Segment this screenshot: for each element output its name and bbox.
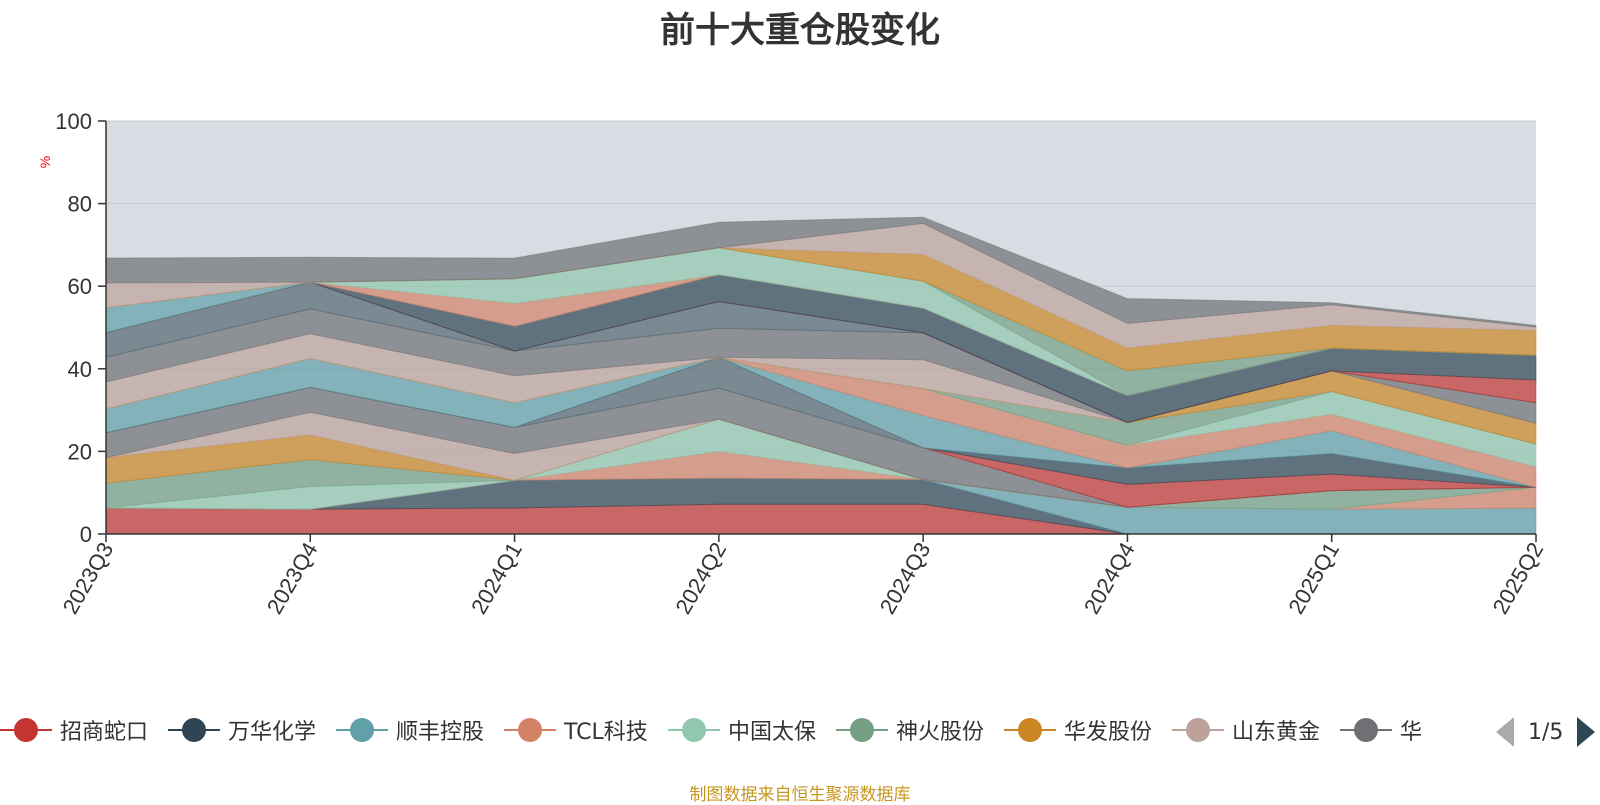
x-tick-labels: 2023Q3 2023Q4 2024Q1 2024Q2 2024Q3 2024Q4 2025… [58, 538, 1549, 618]
legend-item-3[interactable]: TCL科技 [504, 712, 648, 748]
legend-next-page-icon[interactable] [1577, 717, 1596, 747]
legend-item-8[interactable]: 华 [1340, 712, 1422, 748]
legend-marker-dot [350, 718, 374, 742]
legend-marker-dot [182, 718, 206, 742]
legend-label: 招商蛇口 [60, 720, 149, 745]
legend-pager: 1/5 [1496, 716, 1596, 748]
legend-marker-dot [682, 718, 706, 742]
legend-item-0[interactable]: 招商蛇口 [0, 712, 148, 748]
legend-marker-dot [518, 718, 542, 742]
legend-marker-icon [836, 712, 888, 748]
y-tick-label: 20 [68, 439, 92, 464]
legend-marker-dot [1018, 718, 1042, 742]
legend-marker-icon [168, 712, 220, 748]
x-tick-label: 2024Q3 [875, 538, 936, 618]
legend-marker-icon [504, 712, 556, 748]
legend-label: 山东黄金 [1232, 720, 1321, 745]
legend-label: 中国太保 [728, 720, 817, 745]
x-tick-label: 2025Q2 [1488, 538, 1549, 618]
footer-source-note: 制图数据来自恒生聚源数据库 [689, 785, 911, 805]
legend-marker-icon [336, 712, 388, 748]
legend-marker-dot [1186, 718, 1210, 742]
legend-item-5[interactable]: 神火股份 [836, 712, 984, 748]
axes [105, 121, 1536, 535]
x-tick-label: 2024Q4 [1079, 538, 1140, 618]
legend-label: 顺丰控股 [396, 720, 485, 745]
x-tick-label: 2023Q3 [58, 538, 119, 618]
y-tick-label: 100 [55, 109, 92, 134]
legend-marker-dot [850, 718, 874, 742]
legend-marker-icon [1340, 712, 1392, 748]
area-series-group[interactable] [105, 216, 1537, 535]
legend-marker-icon [668, 712, 720, 748]
legend-marker-icon [1172, 712, 1224, 748]
legend-label: 万华化学 [228, 720, 317, 745]
legend-prev-page-icon[interactable] [1496, 717, 1514, 747]
x-tick-label: 2024Q2 [670, 538, 731, 618]
legend-item-7[interactable]: 山东黄金 [1172, 712, 1320, 748]
x-tick-label: 2025Q1 [1283, 538, 1344, 618]
legend-page-indicator: 1/5 [1528, 719, 1564, 745]
legend-marker-dot [14, 718, 38, 742]
legend-item-2[interactable]: 顺丰控股 [336, 712, 484, 748]
chart-title: 前十大重仓股变化 [659, 11, 940, 51]
legend-label: 神火股份 [896, 720, 985, 745]
legend-marker-dot [1354, 718, 1378, 742]
y-axis-label: % [37, 156, 53, 168]
y-tick-label: 80 [68, 192, 92, 217]
legend-label: 华 [1400, 720, 1423, 745]
y-tick-label: 60 [68, 274, 92, 299]
legend-marker-icon [0, 712, 52, 748]
legend-label: 华发股份 [1064, 720, 1153, 745]
legend-item-6[interactable]: 华发股份 [1004, 712, 1152, 748]
legend: 招商蛇口 万华化学 顺丰控股 TCL科技 中国太保 神火股份 华发股份 山东黄金 华 [0, 712, 1600, 752]
legend-item-1[interactable]: 万华化学 [168, 712, 316, 748]
area-series-28[interactable] [105, 216, 1537, 328]
legend-item-4[interactable]: 中国太保 [668, 712, 816, 748]
legend-items-viewport: 招商蛇口 万华化学 顺丰控股 TCL科技 中国太保 神火股份 华发股份 山东黄金 华 [0, 712, 1478, 752]
y-tick-label: 40 [68, 357, 92, 382]
y-tick-label: 0 [80, 522, 92, 547]
legend-label: TCL科技 [564, 720, 648, 745]
x-tick-label: 2024Q1 [466, 538, 527, 618]
legend-marker-icon [1004, 712, 1056, 748]
y-tick-labels: 0 20 40 60 80 100 [55, 109, 92, 547]
x-tick-label: 2023Q4 [262, 538, 323, 618]
